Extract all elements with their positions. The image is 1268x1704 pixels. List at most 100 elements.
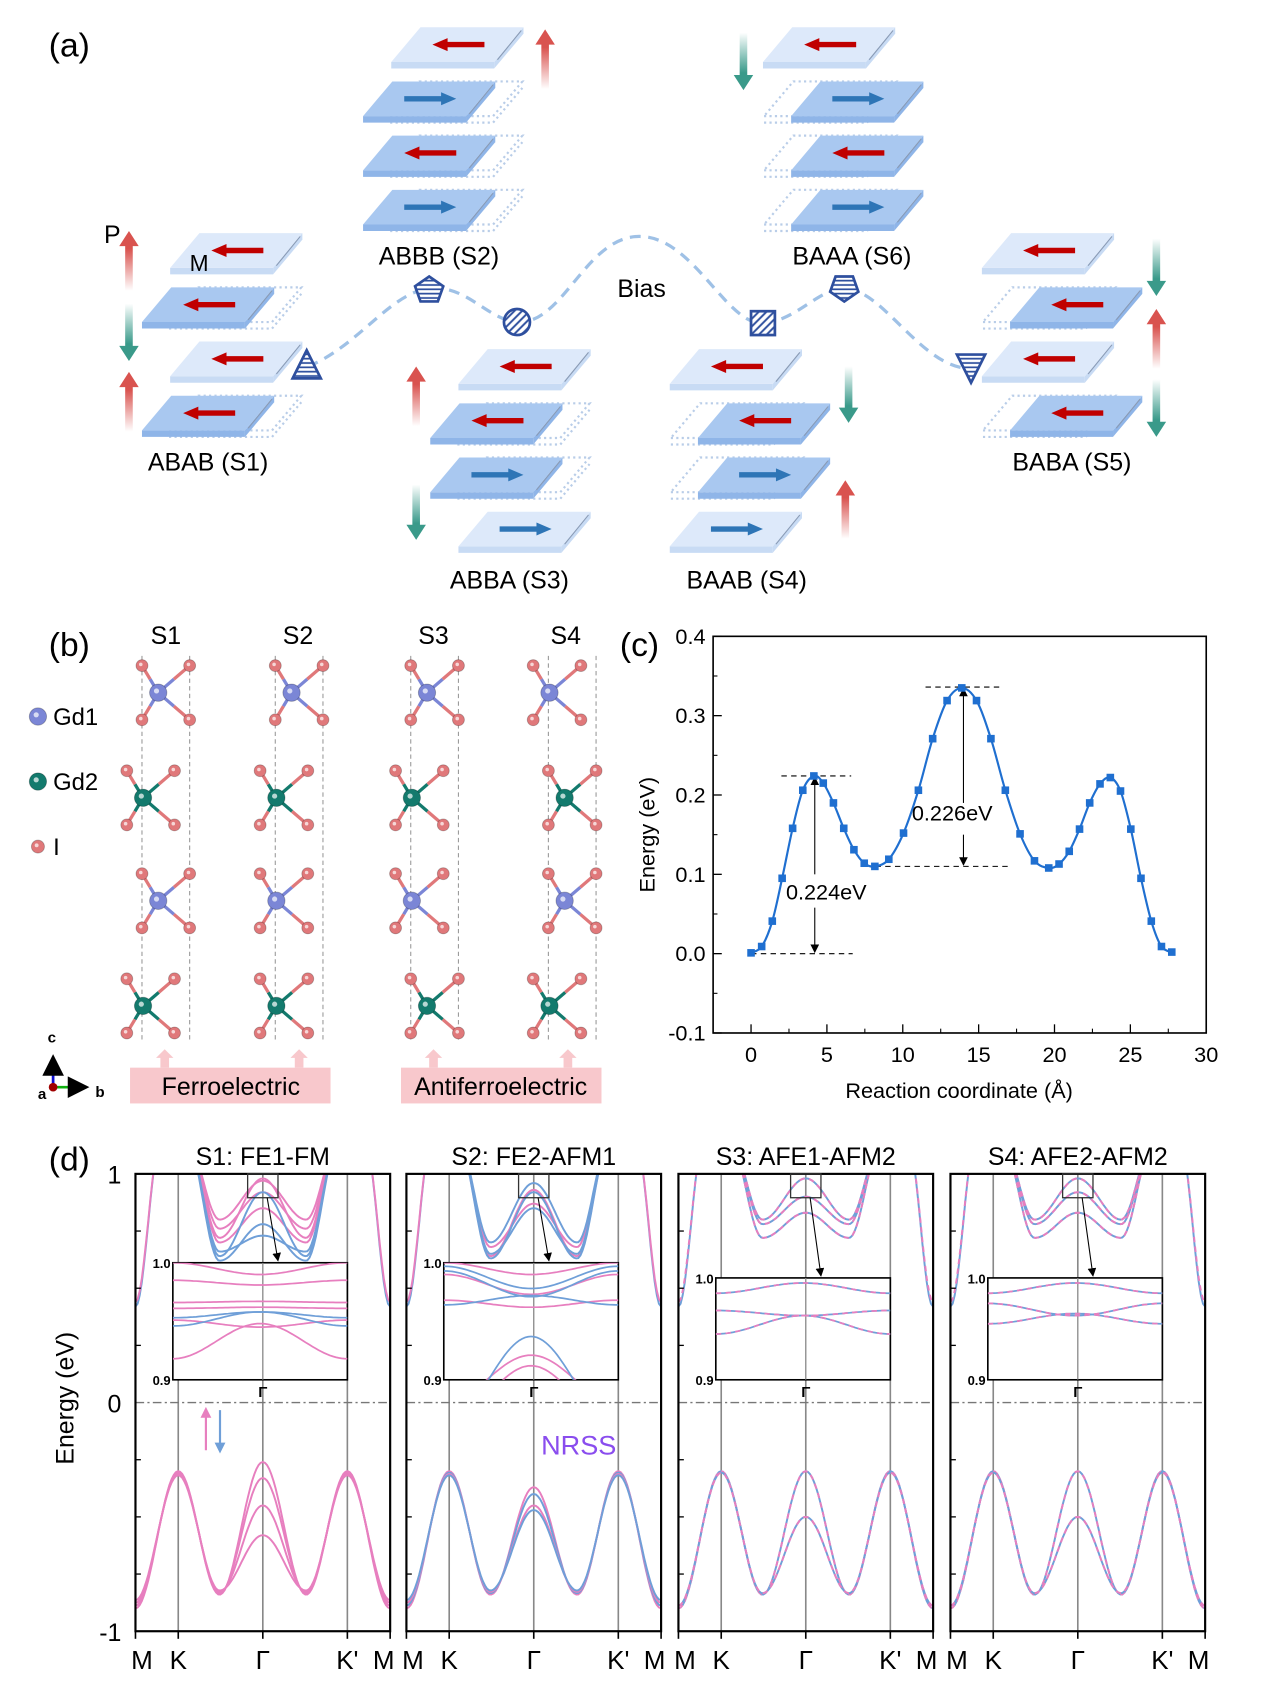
inset-band-line [485, 1354, 577, 1380]
y-tick-label: 0 [108, 1390, 122, 1418]
layer-edge [247, 398, 273, 429]
gd2-atom-highlight [407, 793, 413, 799]
bands [950, 1173, 1206, 1610]
iodine-atom-highlight [455, 1030, 460, 1034]
data-point [885, 855, 893, 864]
legend-atom-icon-highlight [33, 712, 39, 718]
valence-band-line [135, 1474, 391, 1602]
state-label: ABBA (S3) [450, 567, 569, 595]
iodine-atom-highlight [272, 716, 276, 721]
pentagon-marker-icon [413, 274, 445, 303]
inset-band-line [172, 1322, 348, 1360]
polarization-down-arrow-icon [1146, 379, 1167, 437]
layer-plate-shifted [363, 134, 525, 178]
spin-up-arrow-icon [200, 1406, 212, 1451]
layer-edge [896, 84, 922, 115]
iodine-atom-highlight [392, 767, 397, 772]
polarization-up-arrow-icon [406, 366, 426, 427]
iodine-atom-highlight [123, 1030, 128, 1034]
conduction-band-line [197, 1173, 329, 1262]
valence-band-line [135, 1461, 391, 1610]
k-point-label: M [674, 1645, 696, 1675]
inset-x-tick-label: Γ [801, 1384, 810, 1401]
structure-column-label: S2 [283, 622, 313, 650]
layer-edge [247, 290, 273, 321]
k-point-label: K' [879, 1645, 901, 1675]
layer-plate-shifted [430, 402, 592, 446]
layer-front-face [791, 224, 895, 232]
magnetization-left-arrow-icon [804, 38, 857, 52]
iodine-atom-highlight [171, 1030, 176, 1034]
inset-band-line [172, 1262, 348, 1276]
inset-band-line [443, 1262, 619, 1276]
data-point [1085, 799, 1094, 807]
k-point-label: Γ [799, 1645, 813, 1675]
iodine-atom-highlight [123, 975, 128, 980]
iodine-atom-highlight [530, 716, 534, 721]
legend-atom-icon-highlight [33, 777, 39, 783]
iodine-atom-highlight [440, 870, 444, 875]
bias-path-curve [307, 234, 972, 371]
data-point [1030, 857, 1039, 865]
layer-edge [468, 84, 494, 115]
axis-b-label: b [95, 1084, 104, 1101]
inset-y-tick-label: 0.9 [696, 1373, 714, 1388]
y-axis-label: Energy (eV) [635, 777, 660, 893]
y-tick-label: 0.1 [675, 862, 705, 887]
conduction-band-line [198, 1173, 327, 1239]
spin-down-arrow-icon [214, 1410, 226, 1454]
iodine-atom-highlight [171, 767, 176, 772]
layer-plate-shifted [668, 402, 831, 446]
antiferroelectric-label: Antiferroelectric [414, 1073, 587, 1101]
data-point [972, 696, 981, 705]
iodine-atom-highlight [304, 924, 309, 929]
inset-band-line [443, 1270, 619, 1298]
layer-edge [468, 192, 494, 223]
valence-band-line [406, 1470, 662, 1610]
iodine-atom-highlight [257, 870, 261, 875]
legend-label: I [53, 834, 60, 861]
triangle-down-marker-icon [954, 353, 988, 386]
gd1-atom-highlight [422, 688, 428, 694]
conduction-band-line [200, 1173, 326, 1221]
iodine-atom-highlight [577, 662, 582, 667]
polarization-down-arrow-icon [733, 32, 754, 91]
y-tick-label: 0.2 [675, 783, 705, 808]
inset-band-line [172, 1279, 348, 1286]
data-point [798, 786, 807, 795]
layer-plate-light [762, 27, 896, 69]
layer-plate-light [981, 341, 1115, 383]
valence-band-line [406, 1474, 662, 1602]
layer-plate-shifted [141, 286, 304, 330]
layer-plate-shifted [430, 456, 592, 500]
k-point-label: M [131, 1645, 153, 1675]
panel-d-band-structures: (d)Energy (eV)10-1S1: FE1-FMM K Γ K' M1.00.9… [49, 1142, 1210, 1676]
layer-front-face [791, 170, 895, 177]
inset-bands [443, 1262, 619, 1380]
iodine-atom-highlight [186, 924, 191, 929]
gd2-atom-highlight [560, 793, 566, 799]
inset-band-line [715, 1282, 891, 1295]
y-axis-label: Energy (eV) [52, 1332, 80, 1465]
data-point [1147, 917, 1156, 925]
legend-label: Gd1 [53, 704, 98, 731]
valence-band-line [406, 1472, 662, 1604]
layer-edge [497, 30, 522, 61]
y-tick-label: -1 [99, 1619, 121, 1647]
gd2-atom-highlight [422, 1001, 428, 1007]
iodine-atom-highlight [319, 662, 324, 667]
layer-front-face [981, 267, 1085, 275]
magnetization-right-arrow-icon [404, 92, 457, 106]
iodine-atom-highlight [392, 870, 397, 875]
inset-band-line [172, 1311, 348, 1327]
data-point [1075, 825, 1084, 833]
panel-label-c: (c) [620, 627, 659, 664]
iodine-atom-highlight [593, 924, 597, 929]
bias-label: Bias [617, 275, 665, 303]
conduction-band-line [469, 1173, 599, 1244]
gd2-atom-highlight [272, 793, 278, 799]
polarization-label: P [104, 221, 121, 249]
iodine-atom-highlight [138, 924, 143, 929]
zoom-region-box [789, 1173, 822, 1199]
